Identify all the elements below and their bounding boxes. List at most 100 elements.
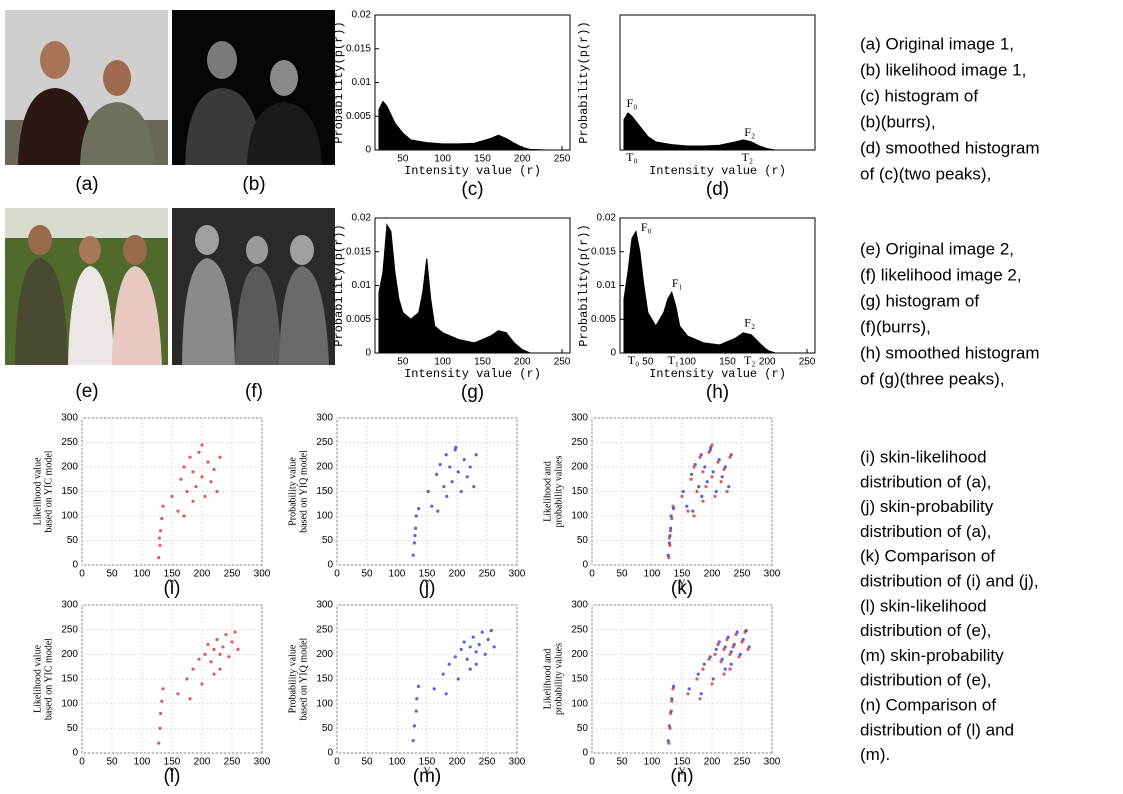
scatter-point [666, 739, 670, 743]
scatter-point [711, 470, 715, 474]
y-tick-label: 100 [61, 698, 78, 709]
x-tick-label: 250 [224, 757, 241, 768]
x-tick-label: 150 [419, 757, 436, 768]
x-axis-label: Intensity value (r) [649, 367, 786, 381]
scatter-point [158, 543, 162, 548]
y-tick-label: 50 [67, 535, 79, 546]
scatter-point [442, 485, 446, 489]
scatter-point [224, 633, 228, 637]
scatter-point [708, 448, 712, 452]
scatter-point [735, 630, 739, 634]
photo [172, 208, 335, 365]
scatter-point [709, 445, 713, 449]
y-tick-label: 0 [610, 348, 616, 359]
scatter-point [711, 677, 715, 681]
y-axis-label: Probability(p(r)) [332, 21, 346, 143]
scatter-point [233, 630, 237, 634]
x-tick-label: 200 [194, 569, 211, 580]
caption-line: (i) skin-likelihood [860, 447, 987, 466]
x-tick-label: 100 [644, 757, 661, 768]
y-tick-label: 50 [577, 723, 589, 734]
scatter-point [722, 647, 726, 652]
scatter-point [414, 526, 418, 530]
scatter-point [685, 504, 689, 508]
scatter-point [705, 480, 709, 484]
photo [5, 10, 168, 165]
x-tick-label: 50 [397, 357, 409, 368]
scatter-point [689, 477, 693, 481]
x-tick-label: 250 [734, 757, 751, 768]
scatter-point [436, 509, 440, 513]
scatter-point [695, 677, 699, 681]
scatter-point [209, 480, 213, 484]
x-tick-label: 150 [674, 757, 691, 768]
scatter-point [698, 697, 702, 701]
y-tick-label: 200 [316, 462, 333, 473]
annotation: T₂ [744, 353, 756, 367]
scatter-point [701, 499, 705, 503]
scatter-point [669, 514, 673, 518]
y-tick-label: 0 [327, 748, 333, 759]
scatter-point [203, 652, 207, 656]
scatter-point [717, 640, 721, 644]
x-tick-label: 100 [644, 569, 661, 580]
x-tick-label: 150 [719, 357, 736, 368]
scatter-point [417, 684, 421, 689]
scatter-point [698, 455, 702, 459]
scatter-point [713, 652, 717, 656]
scatter-point [468, 667, 472, 671]
x-tick-label: 150 [474, 154, 491, 165]
y-tick-label: 200 [61, 462, 78, 473]
scatter-point [159, 529, 163, 533]
y-tick-label: 50 [322, 535, 334, 546]
scatter-point [722, 467, 726, 472]
caption-line: (f) likelihood image 2, [860, 265, 1022, 284]
scatter-point [158, 726, 162, 730]
scatter-point [672, 684, 676, 689]
scatter-point [468, 465, 472, 469]
scatter-point [444, 453, 448, 457]
scatter-point [719, 480, 723, 484]
scatter-point [670, 699, 674, 703]
scatter-point [725, 637, 729, 642]
y-tick-label: 0 [72, 560, 78, 571]
scatter-point [209, 660, 213, 664]
y-tick-label: 0.02 [352, 213, 372, 224]
annotation: T₀ [626, 150, 638, 164]
scatter-point [686, 509, 690, 513]
scatter-point [667, 541, 672, 545]
panel-label: (g) [461, 382, 484, 403]
x-tick-label: 200 [514, 357, 531, 368]
y-tick-label: 250 [61, 437, 78, 448]
annotation: T₀ [628, 353, 640, 367]
y-tick-label: 50 [577, 535, 589, 546]
scatter-point [459, 647, 463, 652]
y-axis-label: based on YIQ model [298, 450, 309, 533]
scatter-point [692, 514, 696, 518]
scatter-point [666, 553, 670, 557]
y-tick-label: 300 [61, 413, 78, 424]
y-axis-label: probability values [553, 643, 564, 715]
histogram-area [378, 100, 563, 151]
scatter-point [157, 556, 161, 560]
x-tick-label: 200 [194, 757, 211, 768]
caption-line: (m). [860, 745, 890, 764]
scatter-point [415, 697, 419, 701]
scatter-point [667, 536, 672, 540]
scatter-point [159, 711, 163, 716]
y-axis-label: Probability value [287, 457, 298, 526]
panel-label: (m) [413, 766, 441, 787]
caption-line: distribution of (e), [860, 671, 991, 690]
y-tick-label: 150 [316, 486, 333, 497]
scatter-point [462, 640, 466, 644]
annotation: F₀ [627, 96, 638, 110]
scatter-point [454, 445, 458, 449]
scatter-point [179, 477, 183, 481]
x-axis-label: Y [678, 766, 685, 777]
y-tick-label: 0.01 [597, 280, 617, 291]
x-axis-label: Intensity value (r) [649, 164, 786, 178]
y-tick-label: 100 [316, 698, 333, 709]
x-tick-label: 50 [397, 154, 409, 165]
scatter-point [700, 494, 704, 498]
